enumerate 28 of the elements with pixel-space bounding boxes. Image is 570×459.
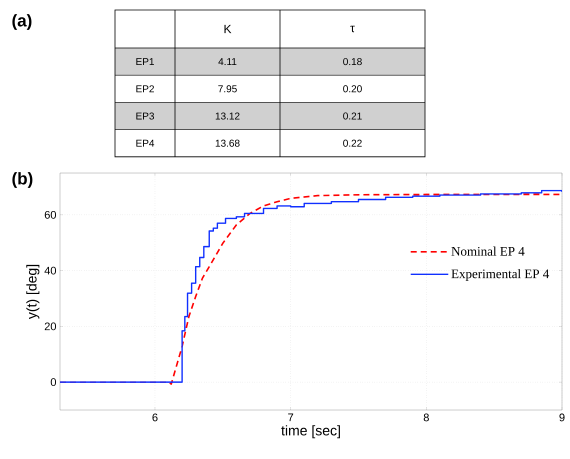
- text: 0.20: [343, 85, 362, 92]
- category-label: EP4: [136, 140, 154, 147]
- text: 0.21: [343, 112, 362, 120]
- y-axis-title: y(t) [deg]: [26, 264, 40, 320]
- x-axis-title: time [sec]: [281, 425, 340, 438]
- category-label: EP1: [136, 58, 154, 66]
- category-label: EP3: [136, 112, 154, 120]
- text: 4.11: [218, 58, 236, 66]
- legend-label: Experimental EP 4: [451, 269, 550, 281]
- chart-title: (b): [12, 172, 32, 188]
- text: (a): [12, 14, 32, 30]
- text: 0.22: [343, 140, 362, 147]
- y-tick-label: 20: [44, 322, 56, 330]
- category-label: τ: [350, 26, 355, 32]
- x-tick-label: 8: [424, 414, 429, 422]
- category-label: EP2: [136, 85, 154, 92]
- text: 0.18: [343, 58, 362, 66]
- text: 13.68: [216, 140, 240, 147]
- y-tick-label: 60: [44, 210, 56, 219]
- x-tick-label: 7: [288, 414, 294, 422]
- text: 13.12: [216, 112, 240, 120]
- text: 7.95: [218, 85, 237, 92]
- x-tick-label: 6: [152, 414, 158, 422]
- x-tick-label: 9: [559, 414, 565, 422]
- y-tick-label: 0: [50, 378, 56, 386]
- category-label: K: [224, 24, 232, 34]
- y-tick-label: 40: [44, 266, 56, 274]
- legend-label: Nominal EP 4: [451, 246, 525, 256]
